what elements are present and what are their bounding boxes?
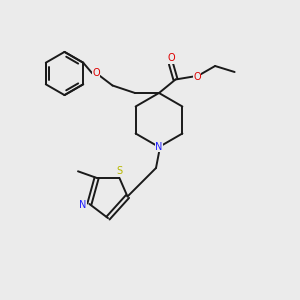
Text: N: N (79, 200, 86, 211)
Text: S: S (116, 166, 122, 176)
Text: O: O (167, 53, 175, 64)
Text: O: O (193, 71, 201, 82)
Text: O: O (92, 68, 100, 79)
Text: N: N (155, 142, 163, 152)
